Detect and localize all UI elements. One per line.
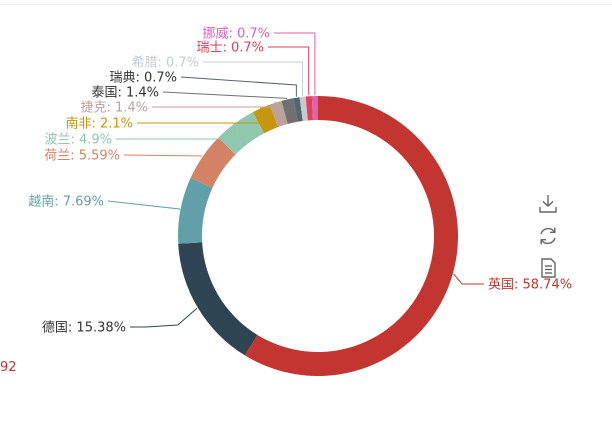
leader-line-希腊 [203,61,304,96]
leader-line-瑞典 [180,76,297,97]
data-view-icon[interactable] [536,256,560,280]
slice-label-英国: 英国: 58.74% [488,278,572,293]
slice-label-德国: 德国: 15.38% [42,321,126,336]
slice-越南[interactable] [178,177,213,244]
slice-label-希腊: 希腊: 0.7% [131,56,199,71]
slice-label-荷兰: 荷兰: 5.59% [44,149,120,164]
slice-label-瑞典: 瑞典: 0.7% [109,71,177,86]
clipped-label-fragment: 92 [0,360,17,375]
slice-泰国[interactable] [281,98,298,125]
leader-line-捷克 [152,101,276,108]
slice-label-捷克: 捷克: 1.4% [80,101,148,116]
slice-挪威[interactable] [311,96,318,121]
refresh-icon[interactable] [536,224,560,248]
slice-荷兰[interactable] [190,137,236,188]
slice-德国[interactable] [178,242,258,356]
leader-line-南非 [137,107,262,124]
top-divider [0,4,612,5]
leader-line-瑞士 [268,46,310,96]
slice-label-泰国: 泰国: 1.4% [91,86,159,101]
slice-label-挪威: 挪威: 0.7% [202,27,270,42]
slice-label-波兰: 波兰: 4.9% [44,133,112,148]
slice-label-南非: 南非: 2.1% [65,116,133,132]
slice-瑞典[interactable] [293,97,303,122]
slice-label-瑞士: 瑞士: 0.7% [196,41,264,56]
chart-toolbox [536,192,562,288]
leader-line-荷兰 [123,154,202,157]
leader-line-越南 [107,200,180,210]
leader-line-挪威 [274,32,316,96]
leader-line-英国 [453,273,484,285]
download-icon[interactable] [536,192,560,216]
slice-南非[interactable] [252,104,279,134]
slice-label-越南: 越南: 7.69% [28,194,104,210]
leader-line-泰国 [162,91,288,99]
leader-line-德国 [130,307,198,328]
slice-瑞士[interactable] [305,96,313,121]
slice-希腊[interactable] [299,96,308,122]
leader-line-波兰 [116,122,235,140]
slice-英国[interactable] [244,96,458,376]
